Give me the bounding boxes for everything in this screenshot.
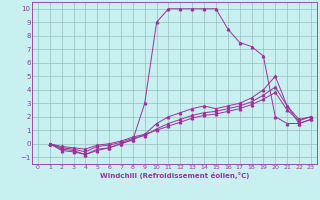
X-axis label: Windchill (Refroidissement éolien,°C): Windchill (Refroidissement éolien,°C) xyxy=(100,172,249,179)
